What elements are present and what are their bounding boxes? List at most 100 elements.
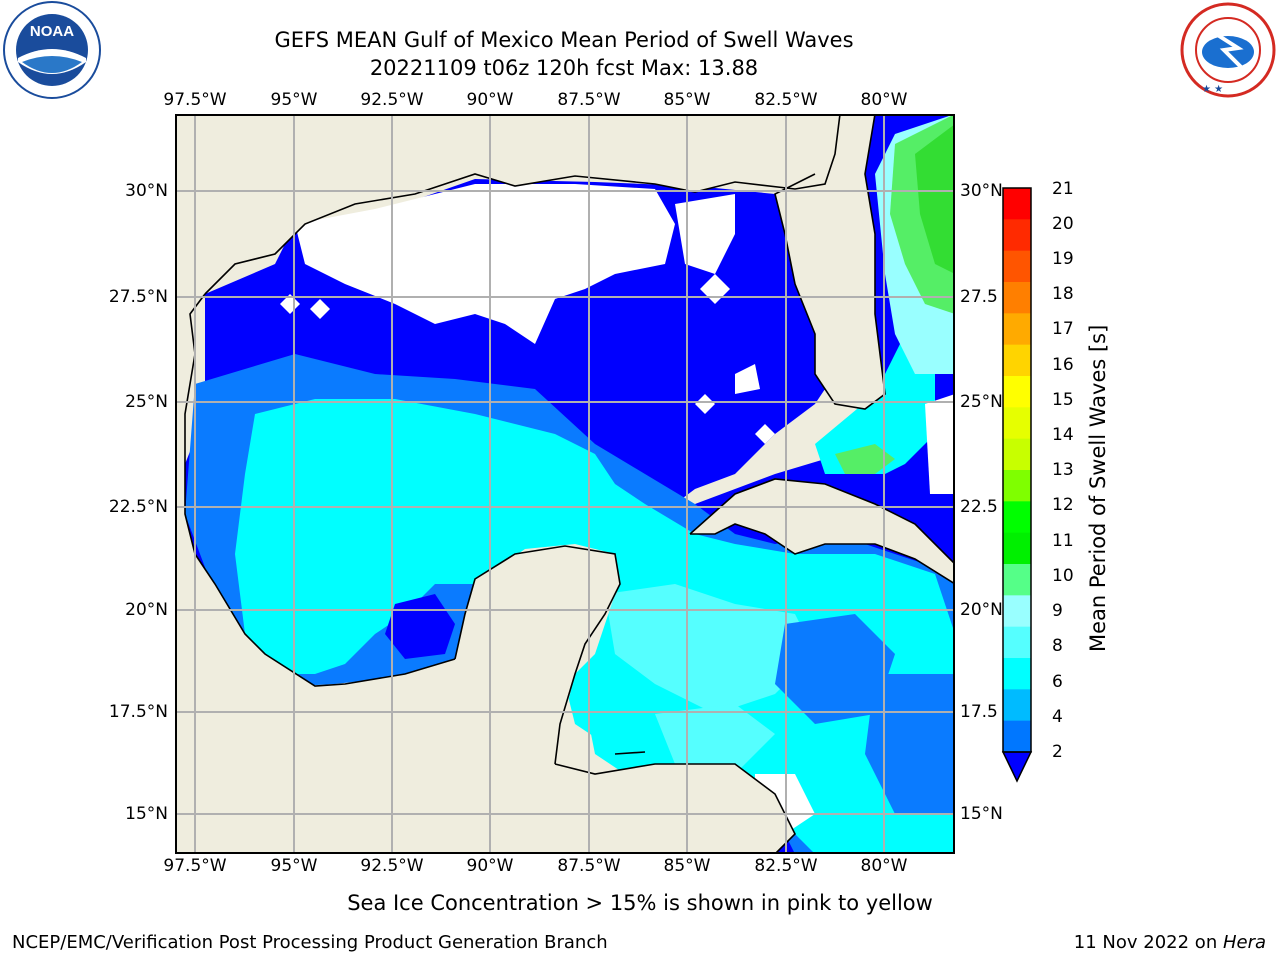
colorbar-tick: 15: [1052, 390, 1074, 410]
lon-tick: 90°W: [466, 856, 514, 876]
colorbar-tick: 9: [1052, 601, 1063, 621]
lon-tick: 97.5°W: [163, 856, 227, 876]
lon-tick: 97.5°W: [163, 90, 227, 110]
sea-ice-note: Sea Ice Concentration > 15% is shown in …: [347, 891, 933, 915]
colorbar-tick: 11: [1052, 531, 1074, 551]
ocean-patch-light-cyan-2: [655, 704, 775, 774]
lat-tick: 27.5: [960, 287, 998, 307]
gulf-of-mexico-map: [175, 114, 955, 854]
colorbar-step: [1003, 282, 1031, 314]
lon-tick: 87.5°W: [557, 856, 621, 876]
colorbar-step: [1003, 532, 1031, 565]
ocean-patch-green-straits: [835, 444, 895, 474]
missing-data-shelf-north: [295, 184, 675, 344]
footer-date-text: 11 Nov 2022 on: [1073, 932, 1223, 953]
lat-tick: 15°N: [125, 804, 168, 824]
lat-tick: 17.5°N: [108, 702, 168, 722]
land-cuba: [690, 479, 955, 584]
colorbar-frame: [1002, 187, 1032, 753]
missing-data-florida-shelf: [675, 194, 735, 274]
colorbar-tick: 4: [1052, 707, 1063, 727]
colorbar-step: [1003, 313, 1031, 346]
lat-tick: 22.5°N: [108, 497, 168, 517]
lat-tick: 20°N: [125, 600, 168, 620]
land-yucatan: [455, 546, 620, 764]
colorbar-label: Mean Period of Swell Waves [s]: [1086, 324, 1110, 652]
map-subtitle: 20221109 t06z 120h fcst Max: 13.88: [369, 56, 759, 80]
lon-tick: 90°W: [466, 90, 514, 110]
lon-tick: 92.5°W: [360, 856, 424, 876]
lat-tick: 22.5: [960, 497, 998, 517]
lat-tick: 25°N: [125, 392, 168, 412]
colorbar-tick: 17: [1052, 319, 1074, 339]
lat-tick: 20°N: [960, 600, 1003, 620]
colorbar-step: [1003, 564, 1031, 596]
colorbar-step: [1003, 689, 1031, 722]
colorbar-tick: 16: [1052, 355, 1074, 375]
ocean-patch-light-cyan: [605, 584, 815, 714]
lon-tick: 82.5°W: [754, 856, 818, 876]
colorbar-step: [1003, 376, 1031, 408]
colorbar-step: [1003, 219, 1031, 252]
noaa-logo: NOAA: [3, 1, 101, 99]
colorbar-tick: 12: [1052, 495, 1074, 515]
lat-tick: 30°N: [125, 181, 168, 201]
lon-tick: 92.5°W: [360, 90, 424, 110]
colorbar-step: [1003, 626, 1031, 659]
missing-data-dot-4: [695, 394, 715, 414]
map-frame: [175, 114, 955, 854]
colorbar-tick: 10: [1052, 566, 1074, 586]
lon-tick: 95°W: [270, 90, 318, 110]
footer-date: 11 Nov 2022 on Hera: [1074, 932, 1266, 953]
missing-data-dot-6: [310, 299, 330, 319]
colorbar-tick: 20: [1052, 214, 1074, 234]
lat-tick: 30°N: [960, 181, 1003, 201]
colorbar-tick: 19: [1052, 249, 1074, 269]
colorbar-tick: 2: [1052, 742, 1063, 762]
lon-tick: 85°W: [663, 90, 711, 110]
colorbar-step: [1003, 438, 1031, 471]
colorbar-step: [1003, 407, 1031, 440]
footer-credit: NCEP/EMC/Verification Post Processing Pr…: [12, 932, 608, 953]
nws-logo: ★ ★: [1180, 2, 1276, 98]
ocean-patch-azure-se: [865, 674, 955, 814]
lat-tick: 25°N: [960, 392, 1003, 412]
svg-text:NOAA: NOAA: [30, 23, 74, 40]
map-title: GEFS MEAN Gulf of Mexico Mean Period of …: [274, 28, 854, 52]
colorbar: [1001, 187, 1033, 783]
colorbar-tick: 14: [1052, 425, 1074, 445]
colorbar-step: [1003, 658, 1031, 690]
colorbar-steps: [1003, 188, 1031, 753]
colorbar-extend-arrow: [1001, 751, 1033, 783]
colorbar-tick: 21: [1052, 179, 1074, 199]
land-central-america: [555, 764, 795, 854]
lon-tick: 80°W: [860, 856, 908, 876]
colorbar-step: [1003, 501, 1031, 534]
colorbar-tick: 13: [1052, 460, 1074, 480]
lat-tick: 27.5°N: [108, 287, 168, 307]
graticule: [175, 114, 955, 854]
colorbar-step: [1003, 344, 1031, 377]
ocean-patch-azure-east: [775, 614, 895, 724]
missing-data-dot-2: [735, 364, 760, 394]
svg-text:★ ★: ★ ★: [1202, 84, 1223, 95]
lat-tick: 15°N: [960, 804, 1003, 824]
colorbar-step: [1003, 470, 1031, 502]
lon-tick: 85°W: [663, 856, 711, 876]
ocean-patch-bright-green-atlantic: [915, 124, 955, 274]
colorbar-tick: 18: [1052, 284, 1074, 304]
colorbar-step: [1003, 250, 1031, 283]
colorbar-tick: 6: [1052, 672, 1063, 692]
colorbar-step: [1003, 595, 1031, 628]
lon-tick: 95°W: [270, 856, 318, 876]
lon-tick: 80°W: [860, 90, 908, 110]
colorbar-step: [1003, 720, 1031, 753]
lat-tick: 17.5: [960, 702, 998, 722]
missing-data-dot-3: [755, 424, 775, 444]
missing-data-bahamas: [925, 394, 955, 494]
colorbar-step: [1003, 188, 1031, 220]
lon-tick: 87.5°W: [557, 90, 621, 110]
lon-tick: 82.5°W: [754, 90, 818, 110]
footer-machine: Hera: [1222, 932, 1266, 953]
colorbar-tick: 8: [1052, 636, 1063, 656]
